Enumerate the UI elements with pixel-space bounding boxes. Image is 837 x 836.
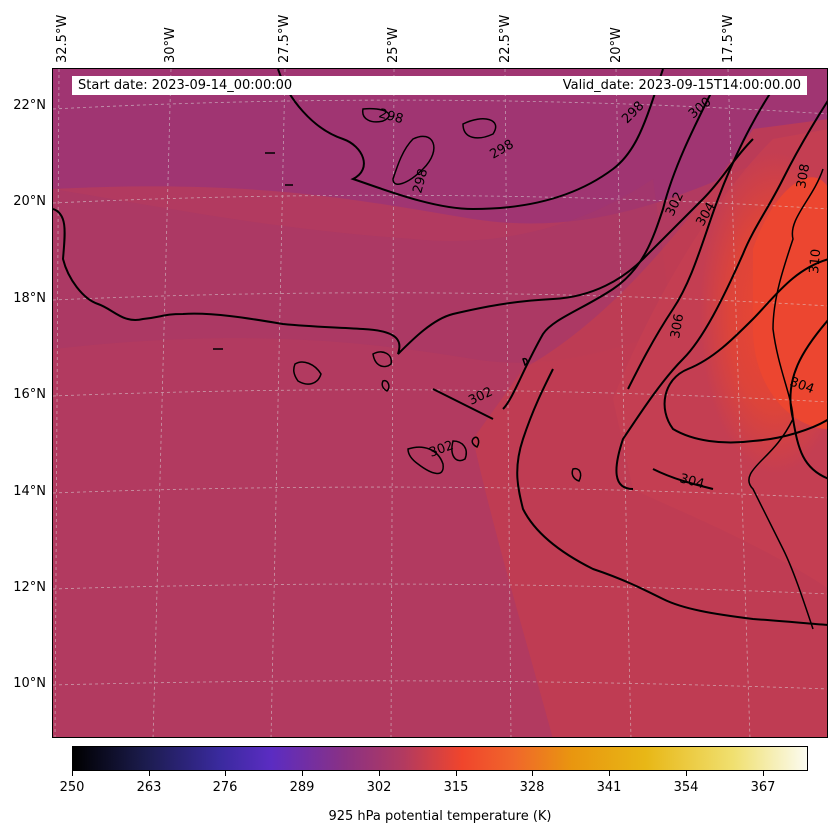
temperature-field-map: 298 298 298 298 300 302 302 302 304 304 … bbox=[53, 69, 827, 737]
longitude-label: 17.5°W bbox=[721, 14, 736, 63]
contour-label: 298 bbox=[410, 167, 431, 195]
start-date-label: Start date: 2023-09-14_00:00:00 bbox=[78, 78, 293, 93]
contour-label: 306 bbox=[668, 313, 687, 340]
longitude-label: 32.5°W bbox=[55, 14, 70, 63]
longitude-label: 20°W bbox=[609, 27, 624, 63]
colorbar-tick bbox=[149, 771, 150, 776]
colorbar-tick-label: 289 bbox=[289, 780, 315, 795]
colorbar-tick bbox=[609, 771, 610, 776]
contour-label: 308 bbox=[794, 163, 813, 190]
hot-core-region bbox=[753, 177, 827, 429]
colorbar-tick bbox=[379, 771, 380, 776]
colorbar-tick bbox=[72, 771, 73, 776]
valid-date-label: Valid_date: 2023-09-15T14:00:00.00 bbox=[562, 78, 801, 93]
colorbar bbox=[72, 746, 808, 771]
colorbar-tick-label: 263 bbox=[136, 780, 162, 795]
colorbar-tick bbox=[225, 771, 226, 776]
colorbar-tick-label: 250 bbox=[59, 780, 85, 795]
longitude-label: 25°W bbox=[386, 27, 401, 63]
colorbar-tick-label: 276 bbox=[212, 780, 238, 795]
latitude-label: 20°N bbox=[13, 194, 46, 209]
colorbar-tick bbox=[302, 771, 303, 776]
latitude-label: 16°N bbox=[13, 387, 46, 402]
colorbar-tick-label: 328 bbox=[519, 780, 545, 795]
colorbar-tick bbox=[532, 771, 533, 776]
colorbar-title: 925 hPa potential temperature (K) bbox=[328, 809, 552, 824]
colorbar-tick-label: 367 bbox=[750, 780, 776, 795]
longitude-label: 22.5°W bbox=[498, 14, 513, 63]
coastlines bbox=[213, 107, 824, 630]
colorbar-tick-label: 354 bbox=[673, 780, 699, 795]
longitude-label: 30°W bbox=[163, 27, 178, 63]
cool-region bbox=[53, 69, 827, 224]
date-info-bar: Start date: 2023-09-14_00:00:00 Valid_da… bbox=[72, 76, 807, 95]
latitude-label: 14°N bbox=[13, 484, 46, 499]
colorbar-tick-label: 302 bbox=[366, 780, 392, 795]
colorbar-tick bbox=[456, 771, 457, 776]
longitude-label: 27.5°W bbox=[277, 14, 292, 63]
colorbar-tick bbox=[686, 771, 687, 776]
colorbar-tick-label: 315 bbox=[443, 780, 469, 795]
latitude-label: 10°N bbox=[13, 676, 46, 691]
contour-label: 310 bbox=[807, 248, 824, 274]
transition-region bbox=[53, 179, 673, 363]
gridlines bbox=[53, 69, 827, 737]
latitude-label: 18°N bbox=[13, 291, 46, 306]
colorbar-tick bbox=[763, 771, 764, 776]
map-panel: 298 298 298 298 300 302 302 302 304 304 … bbox=[52, 68, 828, 738]
latitude-label: 22°N bbox=[13, 98, 46, 113]
contour-lines bbox=[53, 69, 827, 626]
contour-label: 298 bbox=[377, 106, 405, 127]
latitude-label: 12°N bbox=[13, 580, 46, 595]
colorbar-tick-label: 341 bbox=[596, 780, 622, 795]
contour-label: 304 bbox=[678, 471, 706, 492]
